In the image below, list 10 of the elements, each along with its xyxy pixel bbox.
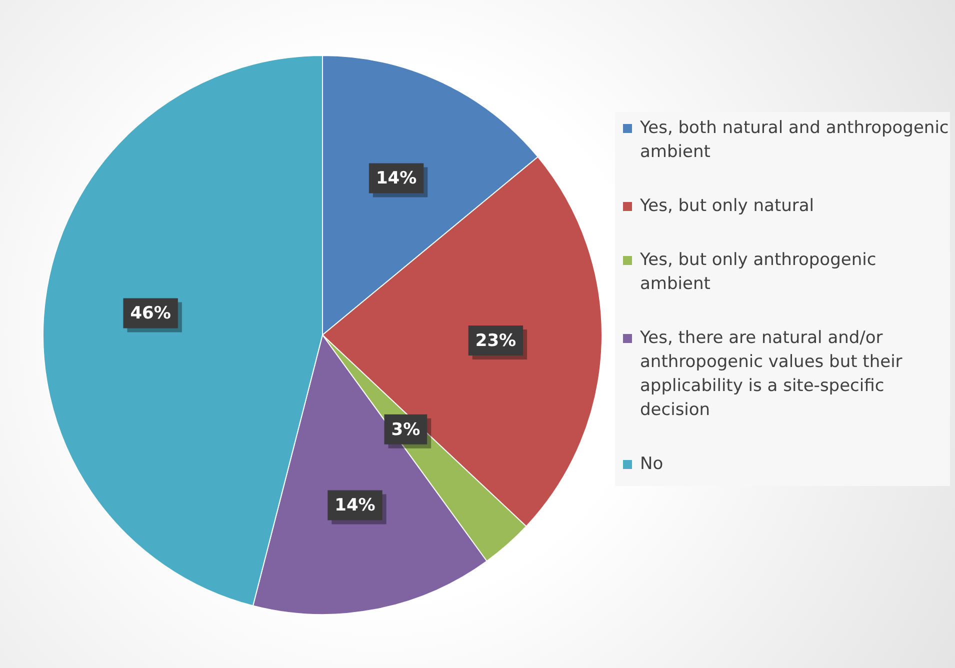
data-label: 3% [391,420,420,440]
legend-label: Yes, there are natural and/or anthropogenic values but their applicability is a site-specific decision [640,327,904,422]
legend-label: No [640,453,664,476]
legend-label: Yes, both natural and anthropogenic ambient [640,117,950,164]
data-label: 14% [334,496,376,516]
data-label: 14% [376,168,417,189]
legend-label: Yes, but only anthropogenic ambient [640,249,878,296]
data-label: 46% [130,304,171,324]
data-label: 23% [475,330,516,351]
legend-label: Yes, but only natural [640,195,814,218]
